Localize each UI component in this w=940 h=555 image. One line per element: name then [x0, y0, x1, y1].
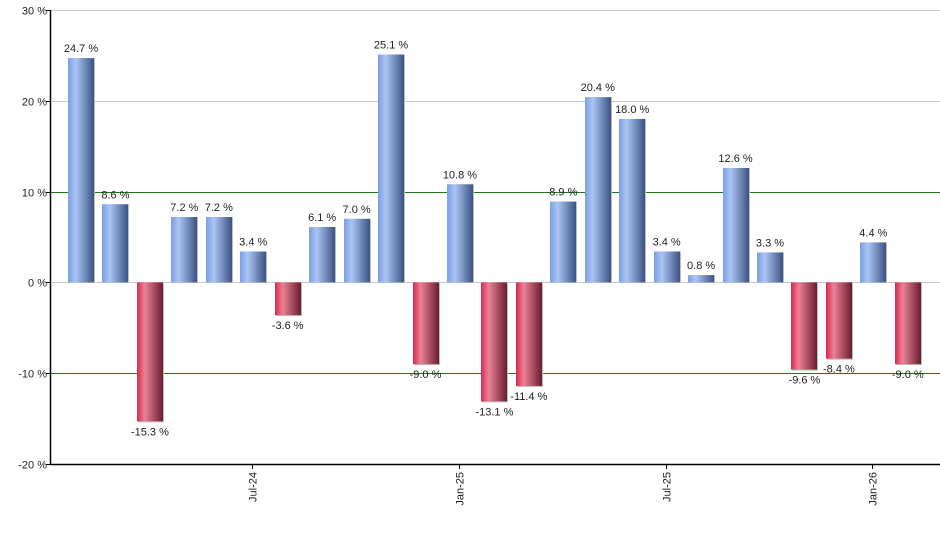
data-label: 4.4 %: [859, 227, 887, 239]
bar-positive: [550, 201, 576, 283]
data-label: 7.2 %: [205, 202, 233, 214]
data-label: 8.9 %: [549, 187, 577, 199]
x-tick-label: Jul-24: [248, 472, 260, 502]
bar-positive: [688, 275, 714, 283]
bar-positive: [206, 217, 232, 283]
bar-negative: [516, 282, 542, 386]
bar-negative: [826, 282, 852, 359]
data-label: 6.1 %: [308, 212, 336, 224]
bar-positive: [723, 167, 749, 283]
bar-negative: [137, 282, 163, 422]
data-label: -9.6 %: [789, 375, 821, 387]
data-label: 20.4 %: [581, 82, 615, 94]
data-label: 3.4 %: [239, 237, 267, 249]
data-label: 24.7 %: [64, 43, 98, 55]
y-tick-label: -10 %: [18, 369, 47, 381]
data-label: 12.6 %: [718, 153, 752, 165]
bar-negative: [275, 282, 301, 316]
axes: 30 % 20 % 10 % 0 % -10 % -20 % Jul-24 Jan-25 Jul…: [18, 6, 940, 506]
bar-positive: [68, 58, 94, 283]
data-label: 3.4 %: [653, 237, 681, 249]
bar-positive: [240, 251, 266, 283]
bar-positive: [619, 118, 645, 283]
bar-positive: [447, 184, 473, 283]
data-label: 3.3 %: [756, 237, 784, 249]
bar-positive: [309, 227, 335, 283]
data-label: 10.8 %: [443, 169, 477, 181]
data-label: -3.6 %: [272, 320, 304, 332]
data-label: 8.6 %: [101, 189, 129, 201]
bar-positive: [585, 97, 611, 283]
x-tick-label: Jul-25: [662, 472, 674, 502]
bar-positive: [654, 251, 680, 283]
bar-positive: [171, 217, 197, 283]
bar-negative: [791, 282, 817, 370]
bar-positive: [860, 242, 886, 283]
y-tick-label: 30 %: [22, 6, 47, 18]
data-label: -9.0 %: [410, 369, 442, 381]
y-tick-label: 20 %: [22, 97, 47, 109]
bar-negative: [481, 282, 507, 402]
data-label: -15.3 %: [131, 426, 169, 438]
bar-negative: [895, 282, 921, 365]
data-label: -8.4 %: [823, 364, 855, 376]
data-label: -13.1 %: [475, 406, 513, 418]
data-label: 0.8 %: [687, 260, 715, 272]
data-label: 25.1 %: [374, 39, 408, 51]
x-tick-label: Jan-26: [868, 472, 880, 506]
data-labels: 24.7 % 8.6 % -15.3 % 7.2 % 7.2 % 3.4 % -3.6 % 6…: [64, 39, 924, 438]
data-label: 7.0 %: [343, 204, 371, 216]
y-tick-label: 10 %: [22, 188, 47, 200]
data-label: -9.0 %: [892, 369, 924, 381]
bar-positive: [378, 54, 404, 283]
data-label: 7.2 %: [170, 202, 198, 214]
bars: [68, 54, 922, 423]
bar-negative: [413, 282, 439, 365]
x-tick-label: Jan-25: [455, 472, 467, 506]
bar-positive: [102, 204, 128, 283]
bar-positive: [757, 252, 783, 283]
bar-positive: [344, 218, 370, 283]
y-tick-label: -20 %: [18, 460, 47, 472]
data-label: 18.0 %: [615, 104, 649, 116]
data-label: -11.4 %: [510, 391, 547, 403]
y-tick-label: 0 %: [28, 278, 47, 290]
